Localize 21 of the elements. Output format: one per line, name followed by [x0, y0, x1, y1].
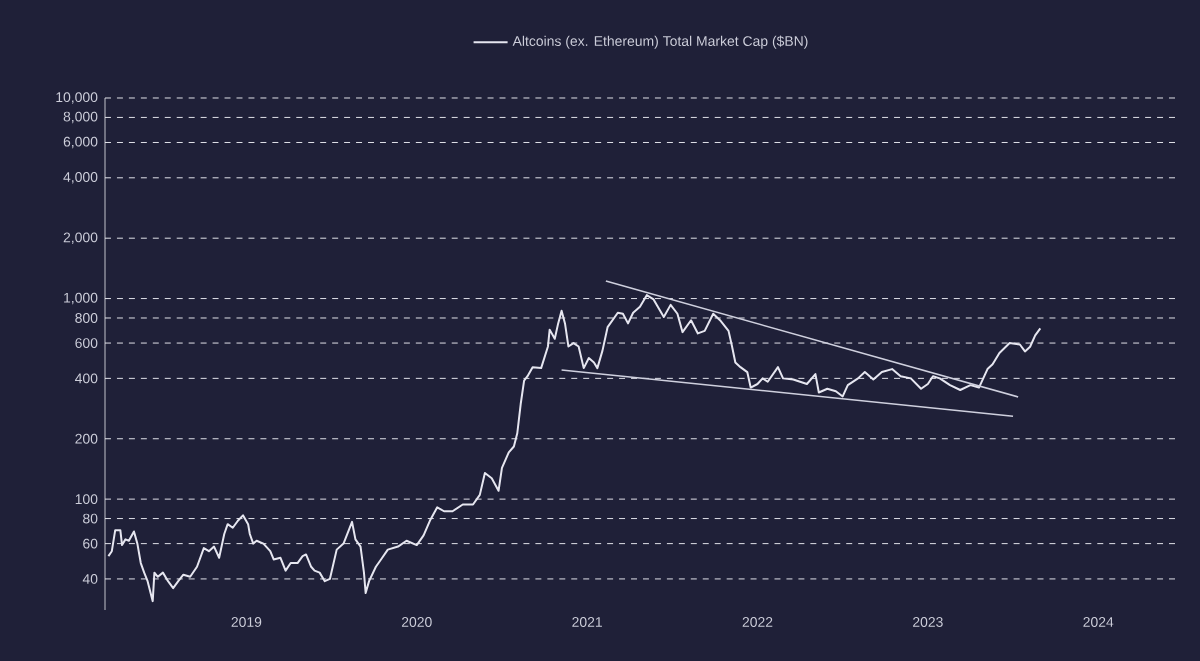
x-tick-label: 2021 — [572, 617, 602, 627]
y-tick-label: 400 — [75, 373, 98, 384]
y-tick-label: 800 — [75, 313, 98, 323]
y-tick-label: 60 — [83, 538, 98, 549]
y-tick-label: 40 — [82, 574, 98, 584]
y-tick-label: 2,000 — [63, 232, 98, 244]
y-tick-label: 200 — [75, 433, 98, 444]
x-tick-label: 2022 — [742, 617, 773, 627]
y-tick-label: 100 — [75, 494, 98, 505]
y-tick-label: 600 — [75, 338, 98, 348]
y-tick-label: 10,000 — [56, 92, 98, 104]
y-tick-label: 8,000 — [63, 111, 98, 124]
x-tick-label: 2020 — [401, 617, 432, 627]
x-tick-label: 2023 — [913, 617, 943, 627]
y-tick-label: 80 — [83, 513, 98, 524]
y-tick-label: 1,000 — [64, 292, 98, 305]
y-tick-label: 6,000 — [63, 136, 98, 149]
y-tick-label: 4,000 — [63, 172, 98, 184]
x-tick-label: 2019 — [231, 617, 262, 627]
legend-label: Altcoins (ex. Ethereum) Total Market Cap ($BN) — [512, 35, 808, 49]
x-tick-label: 2024 — [1083, 617, 1114, 627]
